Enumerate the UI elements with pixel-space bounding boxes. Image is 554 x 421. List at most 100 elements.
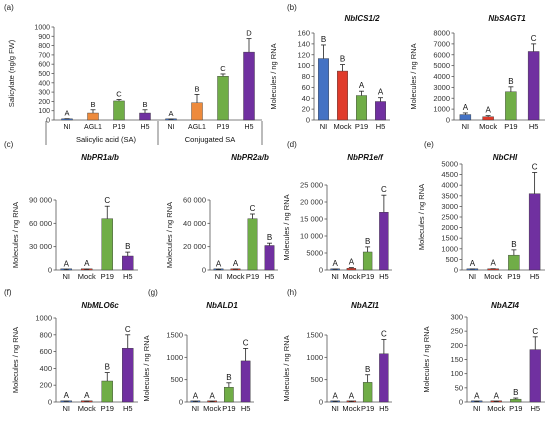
x-tick-label: H5 [379, 404, 389, 413]
y-tick-label: 0 [306, 116, 310, 125]
x-tick-label: NI [331, 404, 339, 413]
y-tick-label: 3000 [441, 202, 458, 211]
chart-title: NbSAGT1 [488, 14, 526, 23]
y-axis-label: Molecules / ng RNA [282, 194, 291, 260]
y-tick-label: 0 [454, 266, 458, 275]
group-label: Conjugated SA [185, 135, 235, 144]
y-tick-label: 8000 [433, 29, 450, 38]
y-tick-label: 0 [48, 266, 52, 275]
significance-letter: B [340, 55, 345, 64]
y-tick-label: 200 [39, 381, 52, 390]
y-tick-label: 250 [450, 327, 463, 336]
bar-mock [337, 70, 348, 121]
chart-title: NbICS1/2 [344, 14, 380, 23]
chart-panel-1: (b) NbICS1/2 Molecules / ng RNA 0 20 40 60 80 10… [269, 3, 390, 131]
significance-letter: B [105, 363, 110, 372]
significance-letter: C [532, 327, 538, 336]
bar-h5 [379, 211, 389, 271]
y-tick-label: 60 000 [183, 196, 206, 205]
x-tick-label: NI [320, 122, 328, 131]
x-tick-label: H5 [245, 124, 254, 131]
y-tick-label: 400 [38, 80, 50, 87]
y-tick-label: 0 [48, 398, 52, 407]
significance-letter: A [84, 391, 90, 400]
x-tick-label: NI [64, 124, 71, 131]
y-tick-label: 900 [38, 34, 50, 41]
chart-title: NbMLO6c [81, 301, 119, 310]
x-tick-label: NI [462, 122, 470, 131]
significance-letter: A [332, 259, 338, 268]
significance-letter: C [125, 325, 131, 334]
significance-letter: C [250, 204, 256, 213]
x-tick-label: AGL1 [188, 124, 206, 131]
bar-p19 [362, 251, 373, 271]
x-tick-label: P19 [361, 404, 374, 413]
y-tick-label: 200 [38, 99, 50, 106]
bar-p19 [101, 380, 113, 403]
bar-h5 [240, 360, 251, 403]
chart-panel-10: NbAZI4 Molecules / ng RNA 0 50 100 150 200 250 3… [422, 301, 545, 413]
y-tick-label: 6000 [433, 50, 450, 59]
chart-title: NbPR1e/f [347, 153, 384, 162]
bar-ni [459, 114, 472, 121]
y-tick-label: 800 [38, 43, 50, 50]
x-tick-label: H5 [529, 122, 539, 131]
significance-letter: A [332, 392, 338, 401]
x-tick-label: NI [63, 404, 71, 413]
x-tick-label: NI [215, 272, 223, 281]
y-tick-label: 500 [310, 375, 323, 384]
x-tick-label: Mock [334, 122, 352, 131]
y-axis-label: Molecules / ng RNA [11, 327, 20, 393]
x-tick-label: H5 [376, 122, 386, 131]
significance-letter: B [365, 365, 370, 374]
significance-letter: A [494, 391, 500, 400]
y-tick-label: 500 [170, 375, 183, 384]
y-tick-label: 4500 [441, 170, 458, 179]
bar-h5 [529, 349, 541, 403]
significance-letter: C [104, 196, 110, 205]
y-tick-label: 600 [38, 62, 50, 69]
significance-letter: B [508, 77, 513, 86]
y-tick-label: 120 [297, 50, 310, 59]
y-tick-label: 160 [297, 29, 310, 38]
y-tick-label: 100 [450, 369, 463, 378]
x-tick-label: P19 [355, 122, 368, 131]
significance-letter: B [226, 373, 231, 382]
panel-label: (g) [148, 288, 158, 297]
y-tick-label: 50 [455, 383, 463, 392]
y-tick-label: 200 [450, 341, 463, 350]
panel-label: (a) [4, 3, 14, 12]
y-axis-label: Molecules / ng RNA [11, 202, 20, 268]
y-tick-label: 10 000 [300, 232, 323, 241]
group-label: Salicylic acid (SA) [76, 135, 137, 144]
bar-h5 [139, 112, 151, 121]
chart-panel-4: NbPR2a/b Molecules / ng RNA 0 20 000 40 000 6… [165, 153, 278, 281]
bar-h5 [264, 245, 275, 271]
chart-panel-2: NbSAGT1 Molecules / ng RNA 0 1000 2000 3000 40… [409, 14, 545, 131]
x-tick-label: NI [63, 272, 71, 281]
bar-mock [482, 116, 494, 121]
y-tick-label: 5000 [306, 249, 323, 258]
significance-letter: B [142, 100, 147, 109]
y-tick-label: 0 [46, 118, 50, 125]
panel-label: (c) [4, 140, 14, 149]
x-tick-label: Mock [487, 404, 505, 413]
x-tick-label: H5 [141, 124, 150, 131]
y-tick-label: 0 [202, 266, 206, 275]
chart-title: NbAZI1 [351, 301, 380, 310]
y-tick-label: 300 [38, 90, 50, 97]
y-tick-label: 0 [446, 116, 450, 125]
y-tick-label: 15 000 [300, 215, 323, 224]
x-tick-label: Mock [78, 404, 96, 413]
significance-letter: A [233, 259, 239, 268]
chart-title: NbCHI [493, 153, 518, 162]
y-tick-label: 0 [459, 398, 463, 407]
x-tick-label: NI [192, 404, 200, 413]
y-tick-label: 500 [445, 255, 458, 264]
bar-p19 [101, 218, 113, 271]
y-axis-label: Molecules / ng RNA [422, 326, 431, 392]
significance-letter: A [470, 259, 476, 268]
y-tick-label: 1000 [166, 353, 183, 362]
